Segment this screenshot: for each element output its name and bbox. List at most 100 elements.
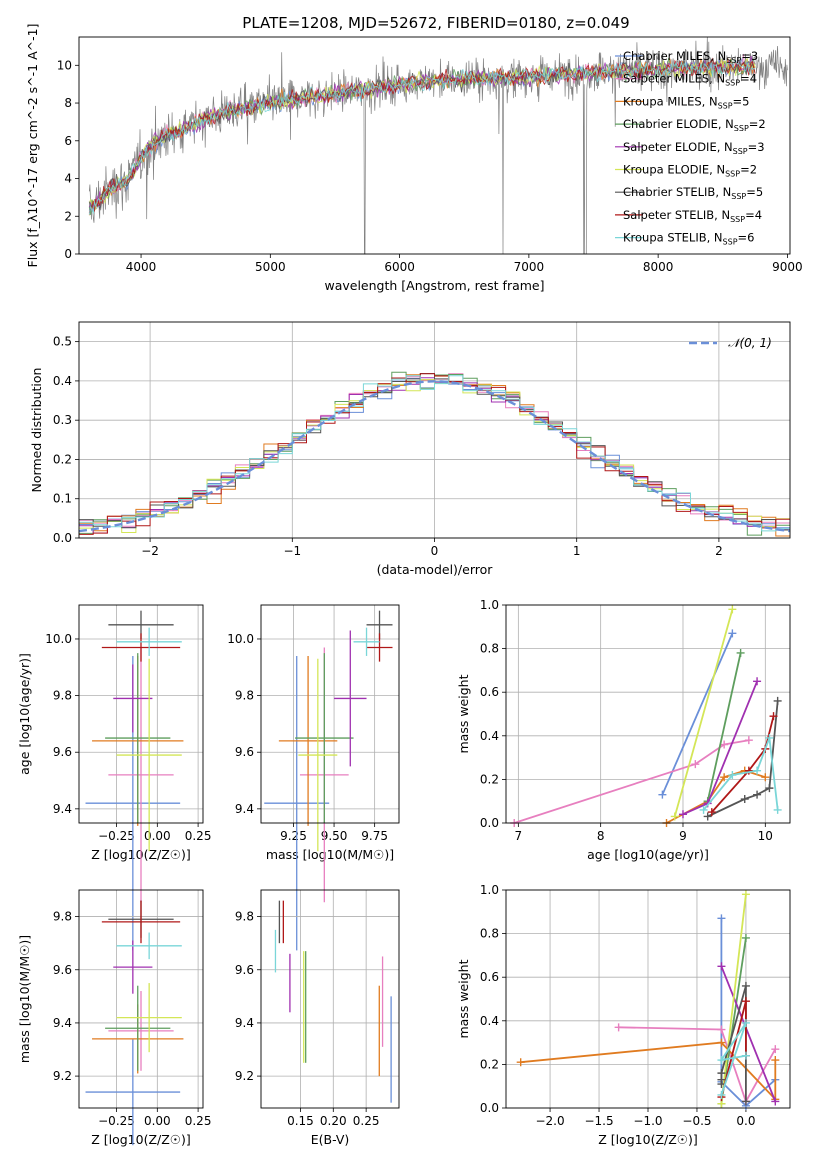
mass-weight-marker [614,1023,623,1032]
mass-weight-marker [720,773,729,782]
legend-entry: Salpeter ELODIE, NSSP=3 [623,140,765,156]
y-tick-label: 0.2 [480,772,499,786]
mass-weight-marker [720,740,729,749]
legend-nssp-prefix: , N [707,231,723,245]
legend-model-name: Chabrier MILES [623,49,710,63]
x-tick-label: 4000 [126,260,157,274]
y-axis-label: Flux [f_λ10^-17 erg cm^-2 s^-1 A^-1] [25,24,40,268]
legend-nssp-prefix: , N [715,185,731,199]
x-tick-label: 0.00 [144,829,171,843]
mass-weight-marker [728,771,737,780]
y-tick-label: 9.2 [235,1069,254,1083]
x-tick-label: 0.0 [736,1114,755,1128]
x-tick-label: 0.15 [287,1114,314,1128]
x-axis-label: (data-model)/error [377,562,494,577]
mass-weight-marker [741,933,750,942]
x-tick-label: 0.25 [353,1114,380,1128]
mass-weight-line [719,1022,747,1096]
x-tick-label: 7 [515,829,523,843]
y-tick-label: 0.0 [53,531,72,545]
y-tick-label: 10.0 [227,632,254,646]
x-tick-label: 2 [715,544,723,558]
y-tick-label: 9.8 [53,910,72,924]
mass-weight-marker [717,1025,726,1034]
legend-nssp-prefix: , N [702,94,718,108]
legend-nssp-subscript: SSP [734,124,749,133]
x-axis-label: Z [log10(Z/Z☉)] [91,1132,191,1147]
y-tick-label: 0.3 [53,413,72,427]
legend-entry: Salpeter STELIB, NSSP=4 [623,208,762,224]
axes-frame [78,321,791,539]
legend-nssp-value: =5 [746,185,763,199]
mass-weight-line [520,1041,777,1102]
y-tick-label: 0.0 [480,1101,499,1115]
y-axis-label: mass weight [456,674,471,753]
y-tick-label: 0.1 [53,492,72,506]
x-tick-label: 0 [431,544,439,558]
mass-weight-vs-metallicity-panel: −2.0 −1.5 −1.0 −0.5 0.0 0.0 0.2 0.4 0.6 0.8 1.0 Z [… [456,883,791,1147]
legend-nssp-value: =3 [748,140,765,154]
legend-nssp-value: =2 [740,163,757,177]
legend-nssp-value: =4 [745,208,762,222]
y-axis-label: age [log10(age/yr)] [17,653,32,775]
mass-weight-marker [744,766,753,775]
legend-entry: Chabrier STELIB, NSSP=5 [623,185,763,201]
age-vs-mass-panel: 9.25 9.50 9.75 9.4 9.6 9.8 10.0 mass [log10(M/M… [227,604,400,951]
legend-model-name: Kroupa STELIB [623,231,707,245]
model-spectrum-line [88,59,756,215]
mass-weight-marker [741,997,750,1006]
legend-nssp-subscript: SSP [725,170,740,179]
error-bar-point [298,658,338,852]
x-tick-label: 6000 [384,260,415,274]
mass-weight-marker [736,648,745,657]
mass-weight-line [706,652,742,802]
mass-weight-marker [765,784,774,793]
x-axis-label: wavelength [Angstrom, rest frame] [324,278,544,293]
legend-entry: Kroupa MILES, NSSP=5 [623,94,750,110]
mass-weight-marker [741,890,750,899]
mass-weight-marker [740,795,749,804]
y-tick-label: 0.0 [480,816,499,830]
x-tick-label: −2.0 [535,1114,564,1128]
error-bar-point [264,655,330,951]
legend-model-name: Salpeter ELODIE [623,140,717,154]
x-tick-label: 7000 [514,260,545,274]
error-bar-point [108,647,174,903]
x-tick-label: 9.50 [321,829,348,843]
error-bar-point [85,1038,181,1146]
y-axis-label: Normed distribution [29,368,44,493]
legend-entry: Chabrier ELODIE, NSSP=2 [623,117,766,133]
mass-weight-marker [658,790,667,799]
mass-weight-vs-age-panel: 7 8 9 10 0.0 0.2 0.4 0.6 0.8 1.0 age [log10(age/yr… [456,598,791,862]
normal-distribution-curve [78,380,791,533]
x-tick-label: 9.25 [280,829,307,843]
mass-weight-marker [771,1097,780,1106]
x-tick-label: −1.5 [584,1114,613,1128]
mass-weight-line [661,632,734,796]
y-axis-label: mass [log10(M/M☉)] [17,935,32,1063]
x-tick-label: 9.75 [361,829,388,843]
x-tick-label: 0.00 [144,1114,171,1128]
x-tick-label: −1.0 [633,1114,662,1128]
legend-nssp-subscript: SSP [733,147,748,156]
x-tick-label: 10 [758,829,773,843]
y-tick-label: 9.6 [235,745,254,759]
y-tick-label: 9.8 [235,689,254,703]
error-bar-point [116,627,182,656]
y-tick-label: 1.0 [480,883,499,897]
mass-weight-marker [717,962,726,971]
y-tick-label: 0.8 [480,927,499,941]
legend-nssp-prefix: , N [714,208,730,222]
x-tick-label: 8000 [643,260,674,274]
mass-weight-marker [699,805,708,814]
spectrum-panel: 4000 5000 6000 7000 8000 9000 0 2 4 6 8 10 wavelengt… [25,24,803,293]
x-tick-label: −1 [283,544,301,558]
error-bar-point [113,664,153,733]
legend-model-name: Kroupa MILES [623,94,702,108]
y-tick-label: 9.6 [235,963,254,977]
y-tick-label: 2 [64,209,72,223]
legend-nssp-prefix: , N [718,117,734,131]
y-tick-label: 0.4 [480,1014,499,1028]
y-tick-label: 0.2 [480,1057,499,1071]
mass-weight-marker [703,812,712,821]
